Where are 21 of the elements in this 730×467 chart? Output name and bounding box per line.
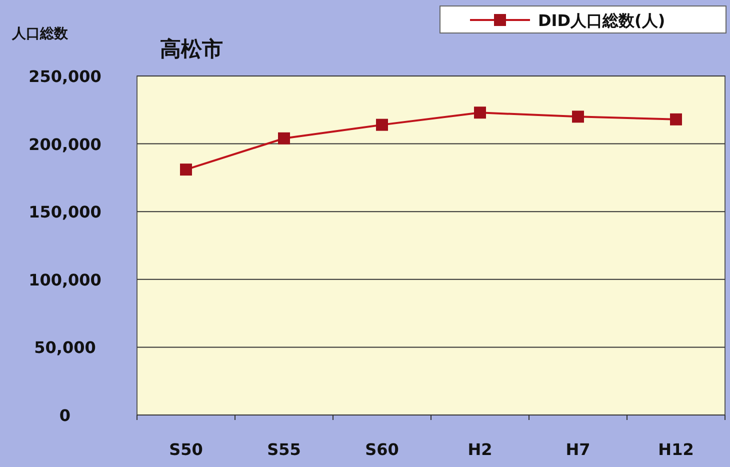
y-tick-label: 250,000	[28, 67, 102, 86]
y-tick-label: 0	[59, 406, 71, 425]
point	[180, 164, 192, 176]
x-tick-label: S60	[365, 440, 399, 459]
x-tick-label: S50	[169, 440, 203, 459]
point	[670, 113, 682, 126]
chart-title: 高松市	[160, 37, 223, 61]
y-axis-title: 人口総数	[11, 26, 69, 42]
point	[474, 106, 486, 119]
legend-label: DID人口総数(人)	[538, 11, 666, 30]
x-tick-label: S55	[267, 440, 301, 459]
y-tick-label: 200,000	[28, 134, 102, 154]
point	[278, 132, 290, 144]
y-tick-label: 150,000	[28, 202, 102, 222]
point	[376, 118, 388, 131]
y-tick-label: 100,000	[28, 270, 102, 290]
point	[572, 110, 584, 123]
x-tick-label: H12	[658, 440, 694, 459]
x-tick-label: H2	[468, 440, 492, 459]
x-tick-label: H7	[566, 440, 590, 459]
y-tick-label: 50,000	[34, 338, 96, 358]
